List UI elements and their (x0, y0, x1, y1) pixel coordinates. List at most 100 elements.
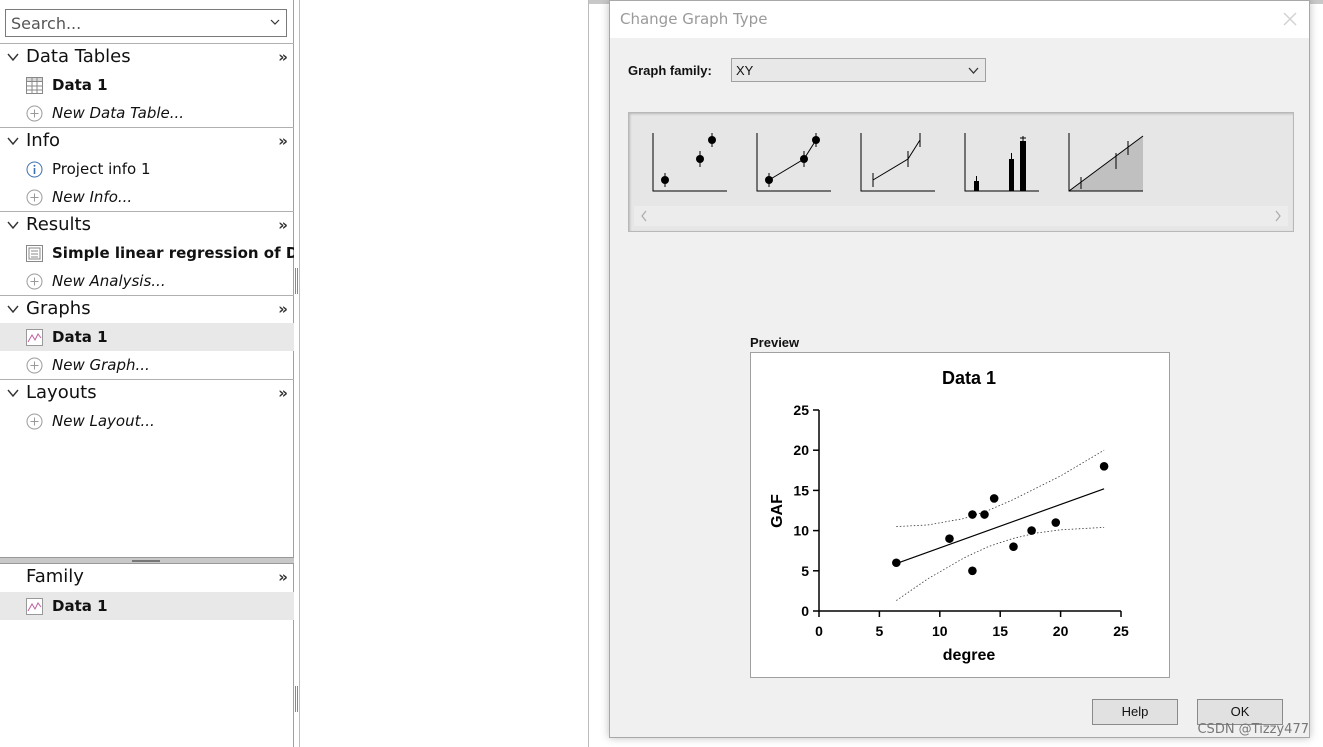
nav-section-graphs: Graphs » Data 1 New Graph... (0, 295, 294, 379)
nav-item[interactable]: New Data Table... (0, 99, 294, 127)
nav-section-info: Info » Project info 1 New Info... (0, 127, 294, 211)
thumbnail-spikes-bars[interactable] (963, 131, 1041, 195)
nav-item-label: Data 1 (52, 328, 108, 346)
x-tick-label: 10 (932, 623, 948, 639)
y-tick-label: 10 (793, 523, 809, 539)
chevron-down-icon[interactable] (7, 136, 19, 146)
chevron-down-icon[interactable] (7, 220, 19, 230)
x-tick-label: 25 (1113, 623, 1129, 639)
add-circle-icon (26, 357, 43, 374)
confidence-band-upper (896, 449, 1105, 527)
graph-family-label: Graph family: (628, 63, 712, 78)
nav-item[interactable]: New Info... (0, 183, 294, 211)
splitter-grip[interactable] (132, 560, 160, 562)
nav-item-label: New Analysis... (52, 272, 166, 290)
chevron-down-icon (968, 67, 979, 74)
panel-splitter[interactable] (0, 557, 294, 564)
data-table-icon (26, 77, 43, 94)
section-header[interactable]: Info » (0, 127, 294, 155)
scroll-left-icon[interactable] (640, 210, 648, 222)
nav-item[interactable]: Data 1 (0, 323, 294, 351)
nav-item[interactable]: Data 1 (0, 71, 294, 99)
results-icon (26, 245, 43, 262)
watermark: CSDN @Tizzy477 (1197, 722, 1309, 737)
chevron-down-icon[interactable] (7, 304, 19, 314)
family-item-data-1[interactable]: Data 1 (0, 592, 294, 620)
section-more-button[interactable]: » (278, 48, 288, 66)
family-header[interactable]: Family » (0, 564, 294, 592)
data-point (945, 534, 954, 543)
thumbnail-points-only[interactable] (651, 131, 729, 195)
confidence-band-lower (896, 526, 1105, 601)
navigator-panel: Search... Data Tables » Data 1 New Data Tab… (0, 0, 294, 747)
chevron-down-icon[interactable] (270, 17, 280, 27)
data-point (980, 510, 989, 519)
nav-item[interactable]: Project info 1 (0, 155, 294, 183)
family-more-button[interactable]: » (278, 568, 288, 586)
ok-button[interactable]: OK (1197, 699, 1283, 725)
data-point (892, 558, 901, 568)
section-more-button[interactable]: » (278, 384, 288, 402)
nav-item-label: Data 1 (52, 76, 108, 94)
nav-item[interactable]: New Layout... (0, 407, 294, 435)
x-axis-label: degree (943, 647, 996, 664)
help-button[interactable]: Help (1092, 699, 1178, 725)
section-title: Info (26, 130, 61, 151)
x-tick-label: 0 (815, 623, 823, 639)
nav-item-label: New Layout... (52, 412, 155, 430)
thumbnail-area-fill[interactable] (1067, 131, 1145, 195)
thumbnail-line-error-bars[interactable] (859, 131, 937, 195)
dialog-titlebar: Change Graph Type (610, 1, 1309, 38)
data-point (968, 566, 977, 576)
gallery-scrollbar[interactable] (634, 206, 1288, 226)
nav-item[interactable]: New Analysis... (0, 267, 294, 295)
vertical-resize-grip[interactable] (295, 268, 298, 294)
section-title: Data Tables (26, 46, 131, 67)
family-section: Family » Data 1 (0, 564, 294, 620)
section-more-button[interactable]: » (278, 300, 288, 318)
nav-item[interactable]: New Graph... (0, 351, 294, 379)
graph-family-select[interactable]: XY (731, 58, 986, 82)
data-point (1027, 526, 1036, 535)
nav-item-label: New Graph... (52, 356, 150, 374)
section-more-button[interactable]: » (278, 132, 288, 150)
scroll-right-icon[interactable] (1274, 210, 1282, 222)
y-tick-label: 5 (801, 563, 809, 579)
preview-chart: Data 1 degree GAF 0 5 10 15 20 25 0 5 10 15 20 25 (769, 368, 1129, 664)
section-header[interactable]: Graphs » (0, 295, 294, 323)
section-more-button[interactable]: » (278, 216, 288, 234)
nav-item-label: New Data Table... (52, 104, 185, 122)
search-input[interactable]: Search... (5, 9, 287, 37)
section-header[interactable]: Data Tables » (0, 43, 294, 71)
section-header[interactable]: Results » (0, 211, 294, 239)
graph-type-gallery (628, 112, 1294, 232)
x-tick-label: 5 (876, 623, 884, 639)
dialog-title: Change Graph Type (620, 10, 768, 28)
close-icon[interactable] (1283, 12, 1297, 26)
x-tick-label: 15 (992, 623, 1008, 639)
preview-panel: Data 1 degree GAF 0 5 10 15 20 25 0 5 10 15 20 25 (750, 352, 1170, 678)
y-tick-label: 20 (793, 442, 809, 458)
add-circle-icon (26, 189, 43, 206)
y-tick-label: 0 (801, 603, 809, 619)
vertical-resize-grip[interactable] (295, 686, 298, 712)
section-header[interactable]: Layouts » (0, 379, 294, 407)
thumbnail-points-connected[interactable] (755, 131, 833, 195)
nav-section-results: Results » Simple linear regression of Da..… (0, 211, 294, 295)
family-title: Family (26, 566, 84, 587)
nav-item[interactable]: Simple linear regression of Da... (0, 239, 294, 267)
section-title: Results (26, 214, 91, 235)
chevron-down-icon[interactable] (7, 388, 19, 398)
nav-section-layouts: Layouts » New Layout... (0, 379, 294, 435)
section-title: Graphs (26, 298, 91, 319)
family-item-label: Data 1 (52, 597, 108, 615)
add-circle-icon (26, 273, 43, 290)
chevron-down-icon[interactable] (7, 52, 19, 62)
nav-item-label: Project info 1 (52, 160, 151, 178)
x-tick-label: 20 (1053, 623, 1069, 639)
section-title: Layouts (26, 382, 97, 403)
chart-title: Data 1 (942, 368, 996, 388)
data-point (1099, 461, 1109, 471)
graph-icon (26, 598, 43, 615)
graph-family-value: XY (736, 63, 754, 78)
